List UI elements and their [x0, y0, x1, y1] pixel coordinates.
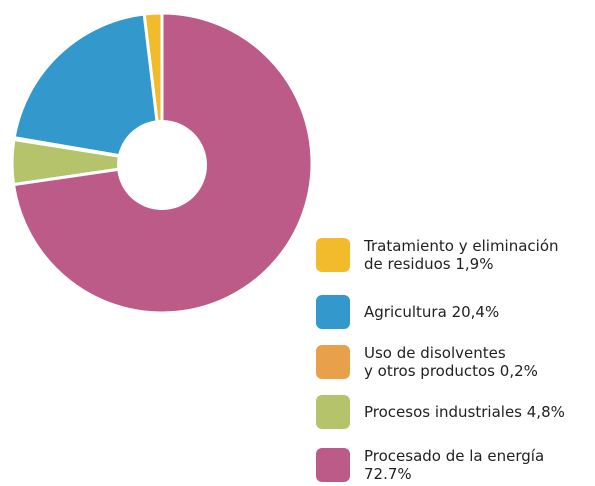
slice: [12, 12, 164, 165]
legend-label: Agricultura: [364, 303, 447, 321]
legend-swatch: [316, 395, 350, 429]
legend-swatch: [316, 345, 350, 379]
legend-text: Procesos industriales 4,8%: [364, 403, 579, 421]
value-label: 4,8%: [526, 403, 565, 421]
legend-text: Procesado de la energía 72.7%: [364, 447, 579, 483]
legend-label: Procesado de la energía: [364, 447, 545, 465]
legend-label: Tratamiento y eliminación de residuos: [364, 237, 559, 273]
value-label: 1,9%: [455, 255, 494, 273]
legend-swatch: [316, 448, 350, 482]
legend-text: Uso de disolventes y otros productos 0,2…: [364, 344, 579, 380]
legend-item: Agricultura 20,4%: [316, 292, 579, 332]
legend-item: Tratamiento y eliminación de residuos 1,…: [316, 235, 579, 275]
legend: Tratamiento y eliminación de residuos 1,…: [316, 0, 595, 486]
legend-text: Agricultura 20,4%: [364, 303, 579, 321]
legend-swatch: [316, 295, 350, 329]
legend-label: Procesos industriales: [364, 403, 522, 421]
value-label: 20,4%: [451, 303, 500, 321]
value-label: 0,2%: [499, 362, 538, 380]
value-label: 72.7%: [364, 465, 412, 483]
legend-text: Tratamiento y eliminación de residuos 1,…: [364, 237, 579, 273]
legend-item: Procesos industriales 4,8%: [316, 392, 579, 432]
legend-label: Uso de disolventes y otros productos: [364, 344, 506, 380]
donut-hole: [117, 120, 207, 210]
legend-swatch: [316, 238, 350, 272]
legend-item: Uso de disolventes y otros productos 0,2…: [316, 342, 579, 382]
legend-item: Procesado de la energía 72.7%: [316, 445, 579, 485]
